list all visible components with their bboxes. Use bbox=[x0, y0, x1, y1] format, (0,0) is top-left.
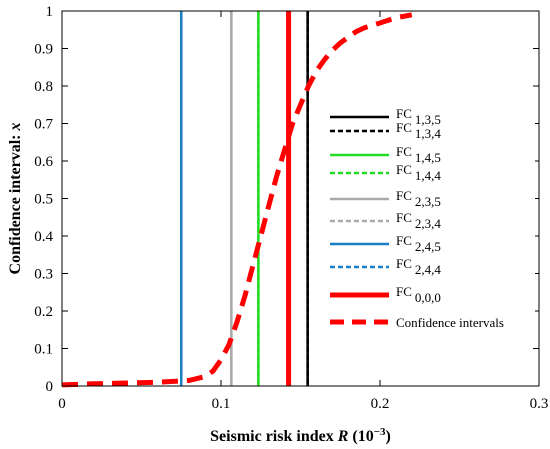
axis-ticks: 0 0.1 0.2 0.3 0 0.1 0.2 0.3 0.4 0.5 0.6 0.7 0.8 0.9 1 bbox=[34, 4, 548, 412]
x-axis-title-text: Seismic risk index bbox=[210, 428, 334, 445]
series-line-confidence-intervals bbox=[61, 12, 413, 388]
legend-label-confidence-intervals: Confidence intervals bbox=[396, 315, 504, 330]
legend-label-1-3-4: FC 1,3,4 bbox=[396, 120, 441, 141]
y-tick-label: 0.6 bbox=[34, 154, 53, 170]
y-tick-label: 0.9 bbox=[34, 42, 53, 58]
x-axis-title-close: ) bbox=[386, 428, 391, 445]
y-tick-label: 0.2 bbox=[34, 304, 53, 320]
x-tick-label: 0.2 bbox=[371, 396, 390, 412]
x-axis-title-exp: −3 bbox=[374, 426, 386, 438]
curve-layer bbox=[61, 12, 413, 388]
legend-label-1-4-4: FC 1,4,4 bbox=[396, 162, 441, 183]
legend-label-1-4-5: FC 1,4,5 bbox=[396, 144, 441, 165]
x-tick-label: 0.3 bbox=[530, 396, 549, 412]
y-tick-label: 0.8 bbox=[34, 79, 53, 95]
x-tick-label: 0.1 bbox=[212, 396, 231, 412]
legend-label-1-3-5: FC 1,3,5 bbox=[396, 106, 441, 127]
y-axis-title-var: x bbox=[7, 123, 24, 132]
y-tick-label: 0 bbox=[46, 379, 54, 395]
x-axis-title-unit: (10 bbox=[352, 428, 373, 445]
y-tick-label: 1 bbox=[46, 4, 54, 20]
y-tick-label: 0.5 bbox=[34, 192, 53, 208]
legend-label-2-4-5: FC 2,4,5 bbox=[396, 233, 441, 254]
x-axis-title: Seismic risk index R (10−3) bbox=[210, 426, 391, 445]
y-tick-label: 0.3 bbox=[34, 267, 53, 283]
legend-label-0-0-0: FC 0,0,0 bbox=[396, 284, 441, 305]
y-tick-label: 0.7 bbox=[34, 117, 53, 133]
plot-lines bbox=[180, 11, 309, 386]
legend: FC 1,3,5FC 1,3,4 FC 1,4,5FC 1,4,4 FC 2,3,5FC 2,3… bbox=[324, 103, 535, 331]
legend-label-2-3-5: FC 2,3,5 bbox=[396, 188, 441, 209]
y-tick-label: 0.1 bbox=[34, 342, 53, 358]
legend-label-2-4-4: FC 2,4,4 bbox=[396, 256, 441, 277]
y-axis-title-text: Confidence interval: bbox=[7, 135, 24, 275]
y-axis-title: Confidence interval: x bbox=[7, 123, 24, 275]
y-tick-label: 0.4 bbox=[34, 229, 53, 245]
x-tick-label: 0 bbox=[58, 396, 66, 412]
x-axis-title-var: R bbox=[337, 428, 349, 445]
legend-label-2-3-4: FC 2,3,4 bbox=[396, 210, 441, 231]
